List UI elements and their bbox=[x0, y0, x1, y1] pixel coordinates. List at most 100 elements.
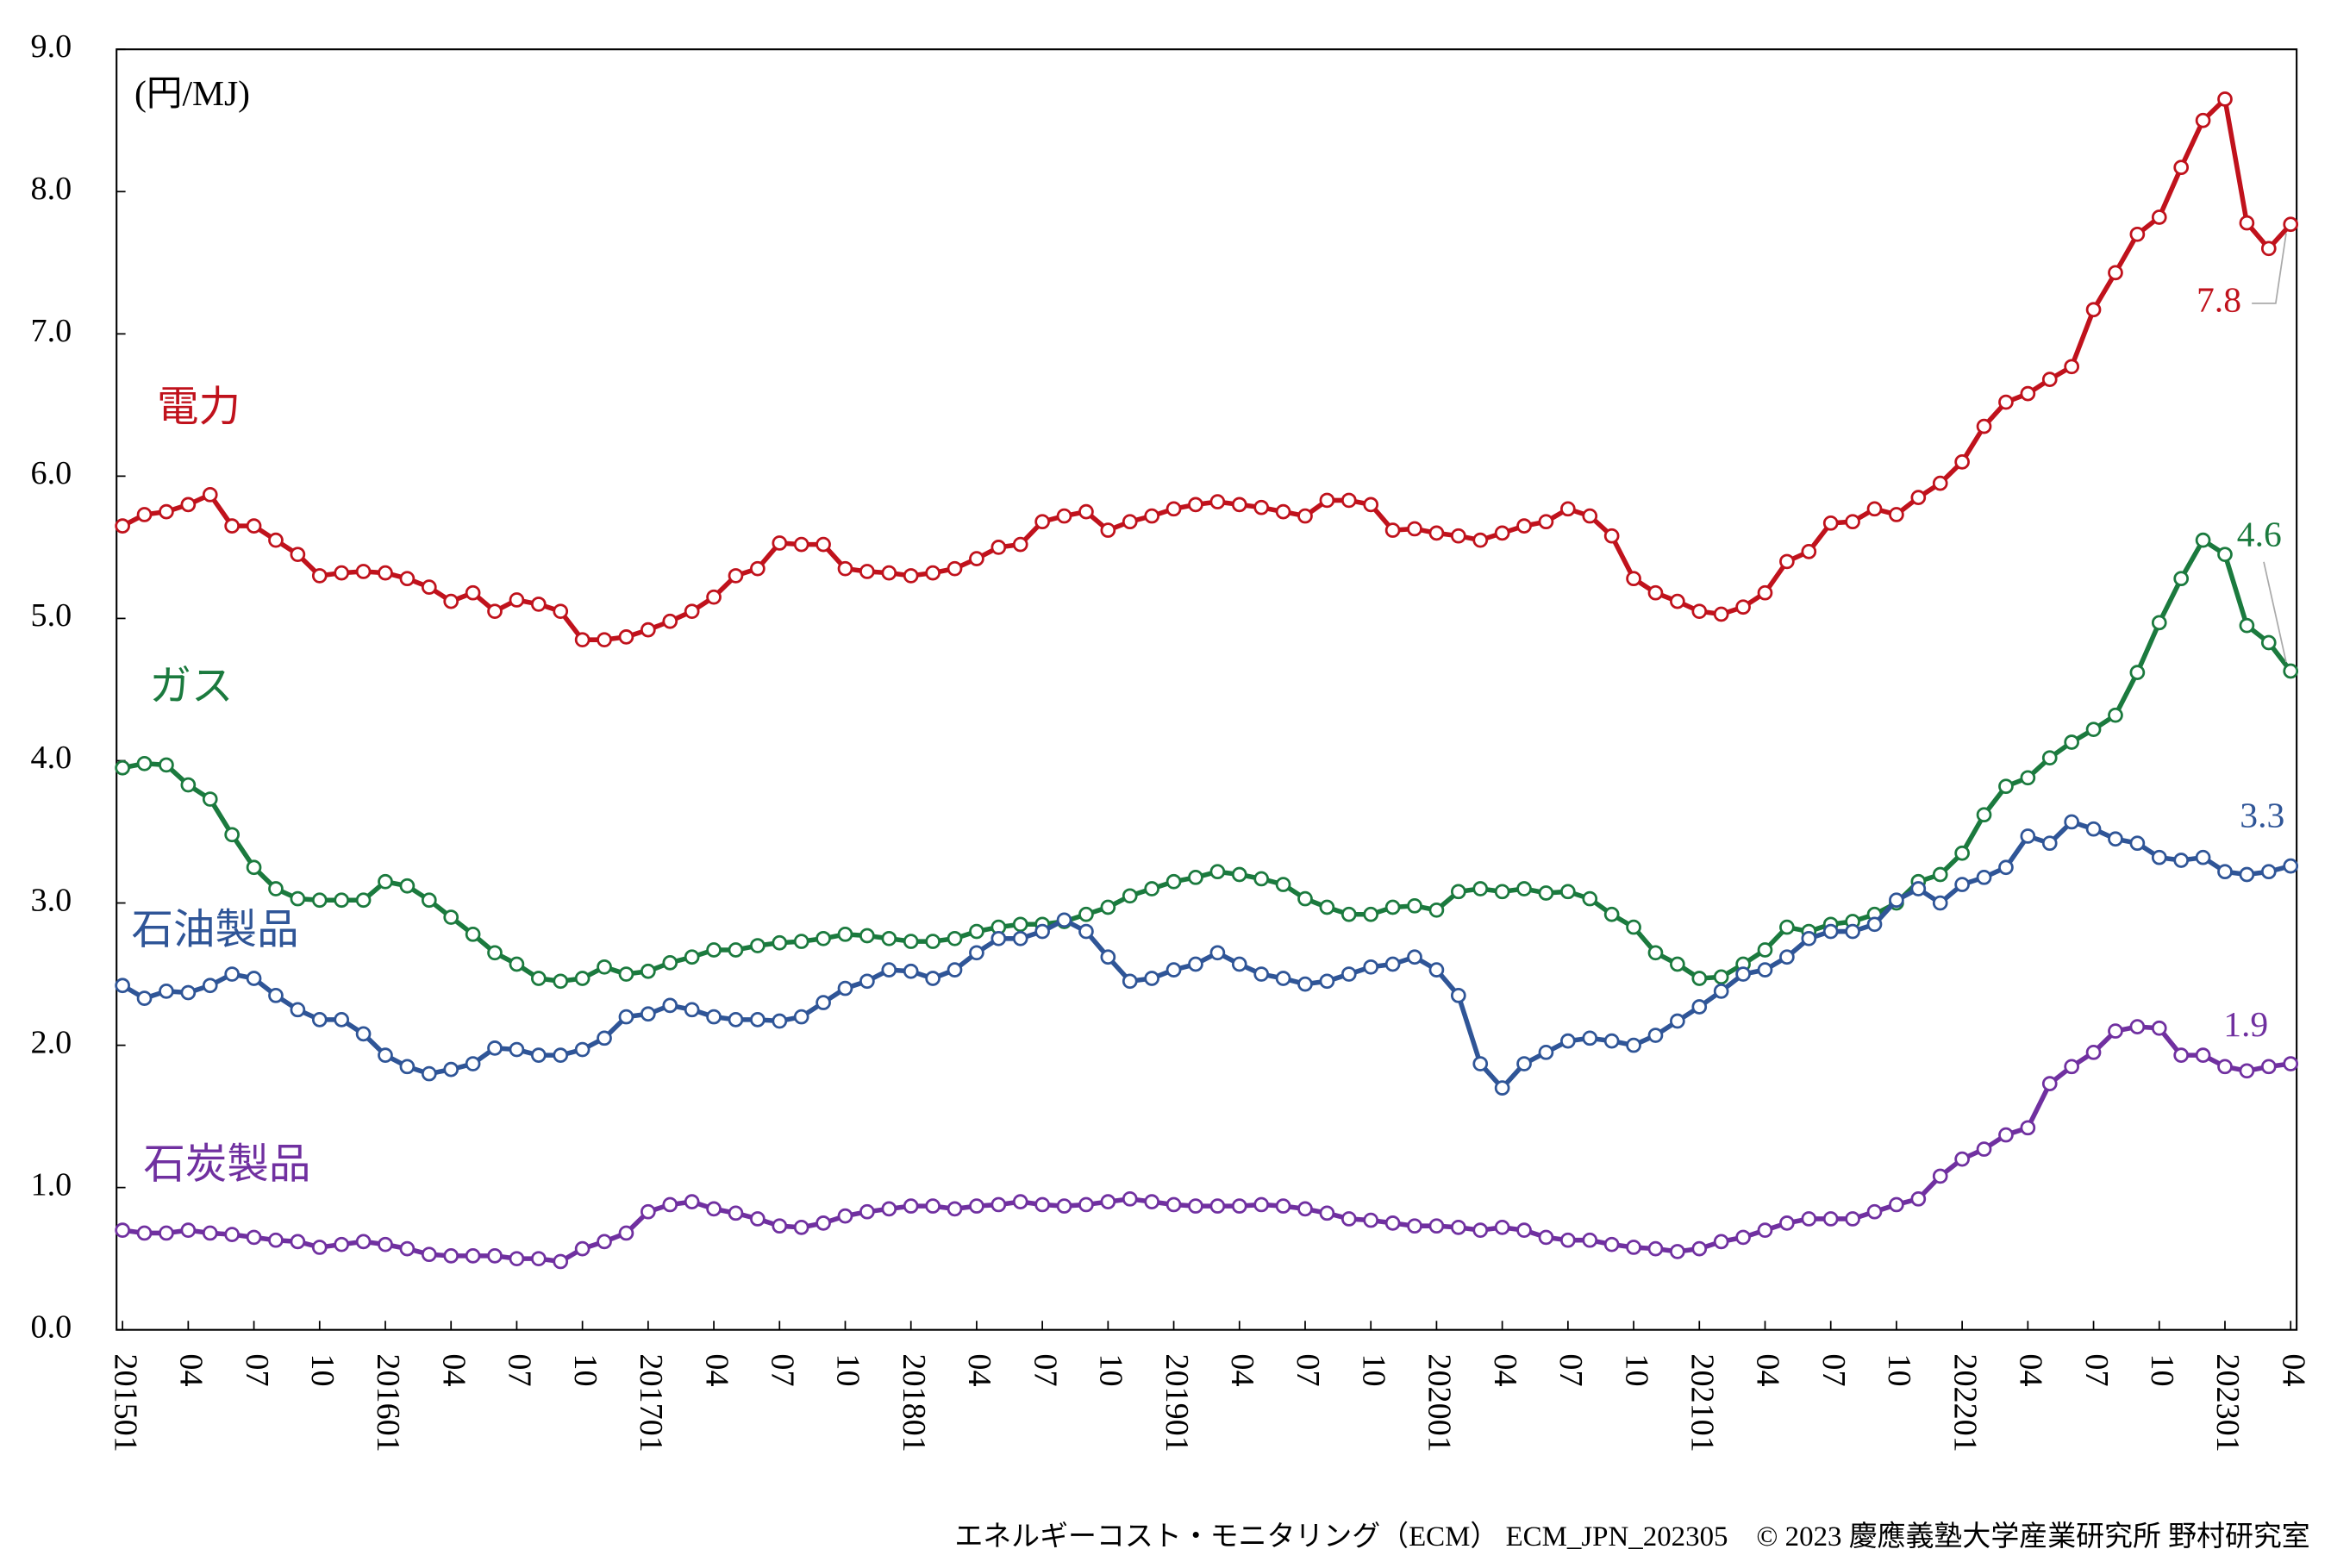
end-value-label: 7.8 bbox=[2197, 279, 2241, 319]
data-point bbox=[1954, 845, 1970, 861]
series-label: 石油製品 bbox=[132, 907, 299, 953]
data-point bbox=[2283, 858, 2299, 874]
data-point bbox=[246, 1229, 262, 1246]
data-point bbox=[1100, 522, 1116, 538]
data-point bbox=[1822, 515, 1839, 531]
data-point bbox=[1998, 394, 2014, 410]
data-point bbox=[2129, 1019, 2146, 1034]
x-tick-label: 07 bbox=[1553, 1353, 1589, 1386]
data-point bbox=[881, 565, 897, 581]
x-tick-label: 04 bbox=[2275, 1353, 2311, 1386]
data-point bbox=[947, 560, 963, 577]
data-point bbox=[1319, 973, 1335, 990]
data-point bbox=[355, 892, 372, 909]
data-point bbox=[772, 1013, 788, 1029]
data-point bbox=[2173, 1047, 2190, 1063]
data-point bbox=[1954, 877, 1970, 892]
data-point bbox=[1560, 501, 1576, 517]
data-point bbox=[1560, 1232, 1576, 1248]
data-point bbox=[1976, 869, 1992, 885]
data-point bbox=[246, 971, 262, 986]
data-point bbox=[530, 1251, 547, 1267]
data-point bbox=[1188, 1198, 1203, 1214]
data-point bbox=[597, 959, 612, 975]
data-point bbox=[2195, 849, 2211, 865]
data-point bbox=[509, 1041, 525, 1058]
data-point bbox=[2129, 226, 2146, 242]
data-point bbox=[1034, 514, 1050, 530]
data-point bbox=[837, 560, 853, 577]
data-point bbox=[311, 1012, 328, 1028]
data-point bbox=[1231, 497, 1247, 513]
x-tick-label: 10 bbox=[1355, 1353, 1391, 1386]
y-tick-label: 8.0 bbox=[31, 171, 72, 207]
data-point bbox=[2064, 1059, 2079, 1075]
data-point bbox=[684, 1002, 700, 1018]
data-point bbox=[1056, 1198, 1072, 1214]
y-tick-label: 2.0 bbox=[31, 1024, 72, 1060]
data-point bbox=[1363, 906, 1379, 922]
data-point bbox=[1626, 1037, 1641, 1053]
data-point bbox=[378, 1236, 393, 1253]
data-point bbox=[662, 955, 678, 971]
data-point bbox=[2020, 770, 2036, 786]
x-tick-label: 10 bbox=[2144, 1353, 2180, 1386]
data-point bbox=[1647, 1240, 1664, 1257]
data-point bbox=[509, 956, 525, 972]
data-point bbox=[1866, 1203, 1883, 1220]
leader-line bbox=[2263, 561, 2287, 663]
data-point bbox=[597, 1030, 612, 1046]
data-point bbox=[1603, 528, 1620, 544]
data-point bbox=[2041, 835, 2058, 852]
data-point bbox=[1472, 1222, 1489, 1238]
data-point bbox=[378, 1047, 393, 1063]
data-point bbox=[115, 518, 130, 534]
x-tick-label: 10 bbox=[1618, 1353, 1654, 1386]
x-tick-label: 07 bbox=[1290, 1353, 1326, 1386]
data-point bbox=[530, 1047, 547, 1063]
data-point bbox=[355, 564, 372, 579]
data-point bbox=[641, 963, 656, 979]
data-point bbox=[1998, 1127, 2014, 1143]
data-point bbox=[1691, 603, 1708, 620]
data-point bbox=[2239, 1063, 2255, 1079]
data-point bbox=[1954, 454, 1970, 470]
data-point bbox=[2260, 1059, 2277, 1075]
data-point bbox=[1056, 912, 1072, 928]
data-point bbox=[1735, 599, 1751, 615]
data-point bbox=[1910, 490, 1927, 505]
data-point bbox=[706, 1009, 722, 1025]
data-point bbox=[224, 1227, 240, 1242]
data-point bbox=[1998, 859, 2014, 876]
data-point bbox=[1188, 869, 1203, 885]
x-tick-label: 10 bbox=[1881, 1353, 1917, 1386]
data-point bbox=[1976, 807, 1992, 823]
data-point bbox=[1757, 584, 1773, 601]
data-point bbox=[1384, 899, 1401, 915]
x-tick-label: 04 bbox=[2013, 1353, 2049, 1386]
data-point bbox=[881, 930, 897, 946]
data-point bbox=[1516, 518, 1532, 534]
data-point bbox=[947, 1201, 963, 1217]
data-point bbox=[1603, 906, 1620, 922]
data-point bbox=[159, 1225, 174, 1241]
data-point bbox=[859, 973, 875, 990]
data-point bbox=[881, 1201, 897, 1217]
data-point bbox=[2239, 215, 2255, 231]
y-tick-label: 6.0 bbox=[31, 455, 72, 491]
data-point bbox=[2173, 159, 2190, 176]
data-point bbox=[180, 777, 197, 793]
unit-label: (円/MJ) bbox=[134, 73, 250, 114]
data-point bbox=[706, 589, 722, 605]
data-point bbox=[553, 1253, 569, 1270]
data-point bbox=[728, 1012, 744, 1028]
data-point bbox=[1209, 494, 1226, 509]
data-point bbox=[1428, 525, 1445, 541]
data-point bbox=[1384, 1215, 1401, 1231]
data-point bbox=[2041, 1076, 2058, 1091]
data-point bbox=[1231, 866, 1247, 883]
data-point bbox=[662, 613, 678, 629]
data-point bbox=[1297, 1201, 1313, 1217]
data-point bbox=[1407, 521, 1422, 537]
